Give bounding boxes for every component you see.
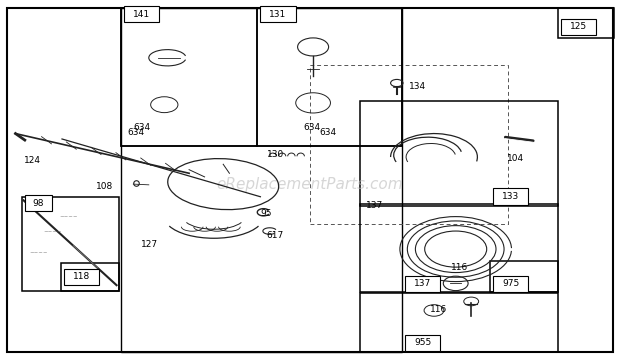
Bar xyxy=(121,8,402,146)
Bar xyxy=(310,65,508,224)
Text: ~~~~: ~~~~ xyxy=(59,214,78,219)
Text: ~~~~: ~~~~ xyxy=(43,229,62,234)
Text: 116: 116 xyxy=(430,305,447,314)
Bar xyxy=(22,197,119,291)
Text: 133: 133 xyxy=(502,192,519,201)
Bar xyxy=(257,8,402,146)
Text: 975: 975 xyxy=(502,279,519,288)
Text: 634: 634 xyxy=(133,123,151,131)
Bar xyxy=(360,204,558,292)
Text: 95: 95 xyxy=(260,209,272,218)
Text: 98: 98 xyxy=(33,199,44,208)
Bar xyxy=(121,8,402,352)
Text: 131: 131 xyxy=(270,10,286,19)
Text: 124: 124 xyxy=(24,156,40,165)
Text: eReplacementParts.com: eReplacementParts.com xyxy=(216,177,404,192)
Bar xyxy=(260,6,296,22)
Bar xyxy=(360,101,558,206)
Bar xyxy=(405,335,440,351)
Bar xyxy=(121,8,257,146)
Text: 125: 125 xyxy=(570,22,587,31)
Text: 137: 137 xyxy=(366,201,383,210)
Bar xyxy=(490,261,558,292)
Text: 634: 634 xyxy=(304,123,321,131)
Text: 634: 634 xyxy=(319,129,337,137)
Text: 141: 141 xyxy=(133,10,150,19)
Text: 108: 108 xyxy=(96,183,113,191)
Bar xyxy=(360,293,558,352)
Bar xyxy=(493,276,528,292)
Bar xyxy=(493,188,528,205)
Text: 116: 116 xyxy=(451,263,469,271)
Text: 137: 137 xyxy=(414,279,431,288)
Bar xyxy=(124,6,159,22)
Text: 955: 955 xyxy=(414,338,431,347)
Bar xyxy=(561,19,596,35)
Text: 104: 104 xyxy=(507,155,525,163)
Bar xyxy=(25,195,52,211)
Text: 134: 134 xyxy=(409,82,427,91)
Text: 634: 634 xyxy=(127,129,144,137)
Text: ~~~~: ~~~~ xyxy=(29,251,48,256)
Bar xyxy=(558,8,614,38)
Text: 130: 130 xyxy=(267,150,284,159)
Text: 127: 127 xyxy=(141,240,159,249)
Text: 617: 617 xyxy=(267,231,284,240)
Bar xyxy=(61,263,119,291)
Bar xyxy=(64,269,99,285)
Text: 118: 118 xyxy=(73,272,90,281)
Bar xyxy=(405,276,440,292)
